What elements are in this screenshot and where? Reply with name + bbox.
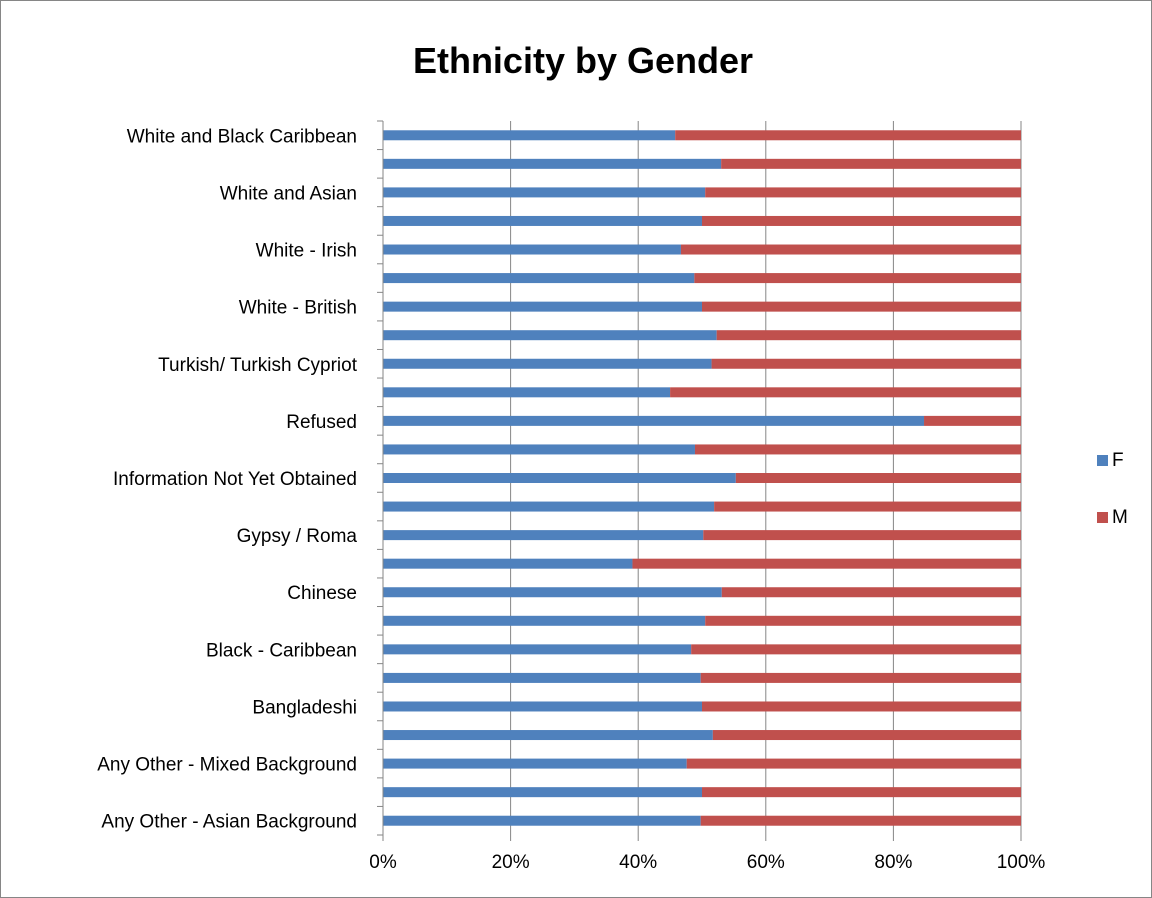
legend-swatch-F xyxy=(1097,455,1108,466)
bars xyxy=(383,130,1021,826)
bar-F xyxy=(383,301,702,312)
category-labels: White and Black Caribbean White and Asian… xyxy=(97,126,358,832)
category-label: White - British xyxy=(239,298,357,319)
x-tick-label: 20% xyxy=(492,852,530,873)
bar-M xyxy=(721,587,1021,598)
category-label: Any Other - Asian Background xyxy=(101,812,357,833)
bar-F xyxy=(383,530,704,541)
bar-F xyxy=(383,444,695,455)
category-label: Refused xyxy=(286,412,357,433)
bar-M xyxy=(924,415,1021,426)
bar-M xyxy=(714,501,1021,512)
category-label: Black - Caribbean xyxy=(206,640,357,661)
category-label: White and Black Caribbean xyxy=(127,126,357,147)
bar-F xyxy=(383,644,692,655)
bar-F xyxy=(383,130,676,141)
bar-M xyxy=(700,815,1021,826)
category-label: Turkish/ Turkish Cypriot xyxy=(158,355,358,376)
bar-F xyxy=(383,158,722,169)
bar-F xyxy=(383,730,713,741)
bar-M xyxy=(735,473,1021,483)
bar-M xyxy=(702,701,1021,712)
bar-M xyxy=(686,758,1021,769)
bar-F xyxy=(383,273,695,284)
bar-M xyxy=(705,187,1021,198)
bar-F xyxy=(383,587,722,598)
bar-F xyxy=(383,358,712,369)
category-label: Gypsy / Roma xyxy=(237,526,358,547)
bar-F xyxy=(383,758,687,769)
bar-F xyxy=(383,187,706,198)
chart-title: Ethnicity by Gender xyxy=(413,40,753,81)
bar-M xyxy=(702,301,1021,312)
x-tick-labels: 0% 20% 40% 60% 80% 100% xyxy=(369,852,1045,873)
bar-M xyxy=(711,358,1021,369)
bar-M xyxy=(694,444,1021,455)
bar-F xyxy=(383,244,681,255)
bar-F xyxy=(383,787,702,798)
bar-F xyxy=(383,415,925,426)
bar-M xyxy=(675,130,1021,141)
bar-F xyxy=(383,672,701,683)
bar-F xyxy=(383,330,717,341)
category-label: Bangladeshi xyxy=(252,697,357,718)
category-label: Any Other - Mixed Background xyxy=(97,755,357,776)
bar-F xyxy=(383,615,706,626)
bar-M xyxy=(703,530,1021,541)
bar-M xyxy=(670,387,1021,398)
bar-M xyxy=(705,615,1021,626)
category-label: White - Irish xyxy=(256,241,357,262)
category-label: Information Not Yet Obtained xyxy=(113,469,357,490)
x-tick-label: 0% xyxy=(369,852,397,873)
bar-F xyxy=(383,558,633,569)
bar-M xyxy=(700,672,1021,683)
bar-M xyxy=(632,558,1021,569)
category-label: White and Asian xyxy=(220,183,357,204)
x-tick-label: 100% xyxy=(997,852,1046,873)
bar-F xyxy=(383,815,701,826)
bar-F xyxy=(383,501,715,512)
legend-label-F: F xyxy=(1112,450,1124,471)
bar-M xyxy=(702,215,1021,226)
bar-M xyxy=(691,644,1021,655)
x-tick-label: 40% xyxy=(619,852,657,873)
legend: FM xyxy=(1097,450,1128,528)
bar-F xyxy=(383,701,702,712)
bar-M xyxy=(721,158,1021,169)
category-label: Chinese xyxy=(287,583,357,604)
bar-F xyxy=(383,473,736,483)
bar-M xyxy=(694,273,1021,284)
bar-M xyxy=(716,330,1021,341)
bar-M xyxy=(712,730,1021,741)
bar-M xyxy=(702,787,1021,798)
axes xyxy=(377,120,1022,841)
bar-F xyxy=(383,387,671,398)
bar-M xyxy=(680,244,1021,255)
legend-swatch-M xyxy=(1097,512,1108,523)
bar-F xyxy=(383,215,702,226)
x-tick-label: 80% xyxy=(874,852,912,873)
x-tick-label: 60% xyxy=(747,852,785,873)
legend-label-M: M xyxy=(1112,507,1128,528)
